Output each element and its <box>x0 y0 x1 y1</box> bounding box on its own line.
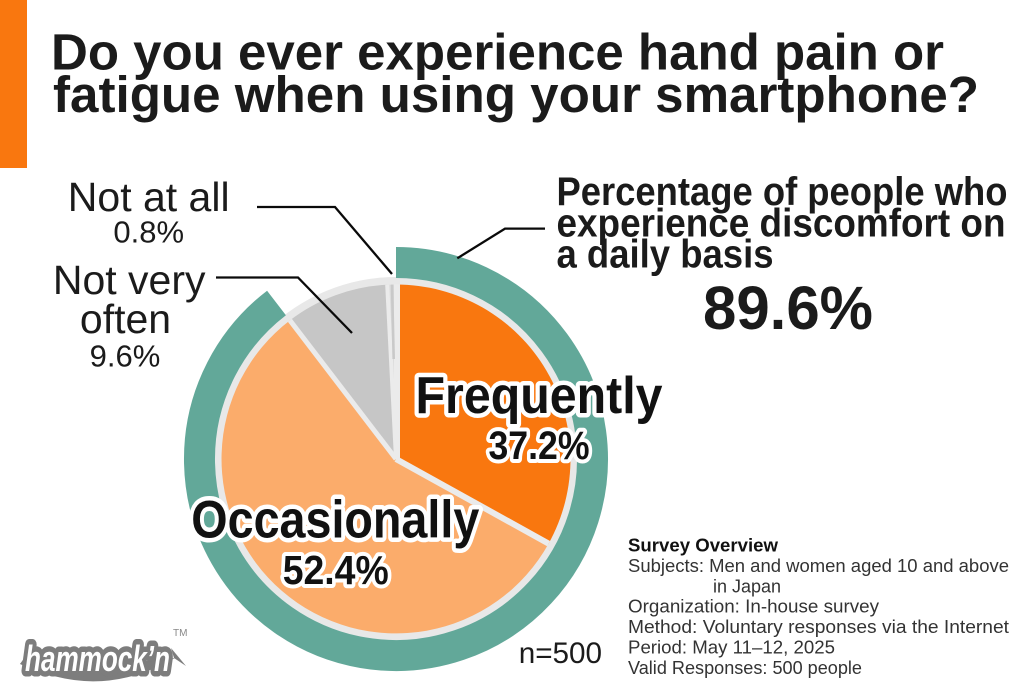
svg-text:TM: TM <box>173 628 187 639</box>
svg-text:Occasionally: Occasionally <box>191 490 479 549</box>
svg-text:Frequently: Frequently <box>416 367 663 425</box>
svg-text:52.4%: 52.4% <box>283 547 389 593</box>
svg-text:in Japan: in Japan <box>713 576 781 596</box>
svg-text:Percentage of people who: Percentage of people who <box>557 170 1008 214</box>
svg-text:89.6%: 89.6% <box>703 274 873 342</box>
svg-text:0.8%: 0.8% <box>113 215 184 250</box>
svg-text:Not very: Not very <box>53 257 206 303</box>
svg-text:fatigue when using your smartp: fatigue when using your smartphone? <box>53 66 979 123</box>
svg-text:37.2%: 37.2% <box>489 424 590 468</box>
svg-text:Subjects: Men and women aged 1: Subjects: Men and women aged 10 and abov… <box>628 556 1009 576</box>
svg-text:Survey Overview: Survey Overview <box>628 536 779 556</box>
svg-text:often: often <box>80 296 171 342</box>
svg-text:n=500: n=500 <box>519 637 602 670</box>
svg-text:9.6%: 9.6% <box>90 338 161 373</box>
svg-text:Method: Voluntary responses vi: Method: Voluntary responses via the Inte… <box>628 617 1009 637</box>
svg-text:experience discomfort on: experience discomfort on <box>557 202 1006 246</box>
svg-text:Period: May 11–12, 2025: Period: May 11–12, 2025 <box>628 638 835 658</box>
svg-text:Valid Responses: 500 people: Valid Responses: 500 people <box>628 658 862 678</box>
svg-text:Do you ever experience hand pa: Do you ever experience hand pain or <box>51 24 944 81</box>
svg-text:hammock’n: hammock’n <box>25 638 170 679</box>
svg-text:Not at all: Not at all <box>68 174 230 220</box>
svg-text:a daily basis: a daily basis <box>557 233 774 277</box>
svg-text:Organization: In-house survey: Organization: In-house survey <box>628 597 879 617</box>
